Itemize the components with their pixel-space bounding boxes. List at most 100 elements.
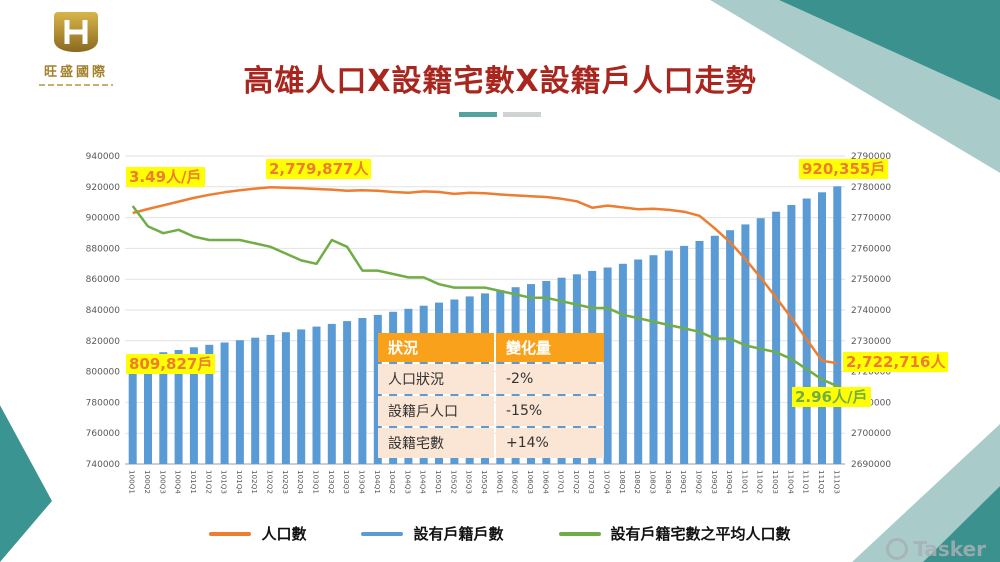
- households-bar: [649, 255, 658, 464]
- divider-segment-gray: [503, 112, 541, 117]
- left-axis-tick: 780000: [86, 398, 121, 408]
- x-axis-label: 107Q2: [572, 470, 581, 494]
- households-bar: [710, 235, 719, 464]
- left-axis-tick: 880000: [86, 244, 121, 254]
- households-bar: [312, 326, 321, 464]
- left-axis-tick: 940000: [86, 152, 121, 162]
- change-table-body: 人口狀況 -2% 設籍戶人口 -15% 設籍宅數 +14%: [378, 364, 604, 458]
- legend-label-households: 設有戶籍戶數: [413, 525, 504, 543]
- households-bar: [281, 332, 290, 464]
- legend-item-population: 人口數: [209, 523, 306, 544]
- x-axis-label: 108Q4: [664, 470, 673, 494]
- right-axis-tick: 2750000: [851, 275, 891, 285]
- households-bar: [772, 211, 781, 464]
- x-axis-label: 107Q1: [557, 470, 566, 494]
- households-bar: [358, 318, 367, 464]
- x-axis-label: 107Q4: [603, 470, 612, 494]
- x-axis-label: 100Q2: [143, 470, 152, 494]
- change-table-cell: +14%: [496, 428, 604, 458]
- page-title: 高雄人口X設籍宅數X設籍戶人口走勢: [243, 64, 757, 100]
- avg-persons-line: [131, 205, 838, 388]
- x-axis-label: 105Q2: [449, 470, 458, 494]
- right-axis-tick: 2740000: [851, 306, 891, 316]
- annotation-avg-end: 2.96人/戶: [792, 387, 871, 407]
- population-line: [132, 185, 838, 365]
- title-divider: [0, 112, 1000, 117]
- change-table-header-status: 狀況: [378, 333, 494, 362]
- households-bar: [695, 241, 704, 464]
- right-axis-tick: 2700000: [851, 429, 891, 439]
- x-axis-label: 102Q1: [250, 470, 259, 494]
- x-axis-label: 108Q1: [618, 470, 627, 494]
- households-bar: [818, 192, 826, 465]
- left-axis-tick: 800000: [86, 368, 121, 378]
- change-table-cell: 設籍宅數: [378, 428, 494, 458]
- x-axis-label: 109Q1: [679, 470, 688, 494]
- left-axis-tick: 860000: [86, 275, 121, 285]
- right-axis-tick: 2760000: [851, 244, 891, 254]
- x-axis-label: 104Q3: [403, 470, 412, 494]
- households-bar: [297, 329, 306, 464]
- x-axis-label: 110Q3: [771, 470, 780, 494]
- x-axis-label: 109Q4: [725, 470, 734, 494]
- x-axis-label: 100Q1: [128, 470, 137, 494]
- annotation-avg-start: 3.49人/戶: [126, 167, 205, 187]
- watermark-text: Tasker: [913, 537, 986, 561]
- x-axis-label: 104Q2: [388, 470, 397, 494]
- annotation-population-peak: 2,779,877人: [266, 159, 372, 179]
- households-bar: [664, 250, 673, 464]
- x-axis-label: 110Q2: [756, 470, 765, 494]
- households-bar: [802, 198, 811, 464]
- change-table-cell: 設籍戶人口: [378, 396, 494, 426]
- households-bar: [726, 230, 735, 464]
- x-axis-label: 110Q4: [786, 470, 795, 494]
- households-bar: [144, 354, 152, 464]
- x-axis-label: 111Q2: [817, 470, 826, 494]
- x-axis-label: 109Q2: [695, 470, 704, 494]
- company-emblem-icon: [54, 12, 98, 52]
- x-axis-label: 110Q1: [740, 470, 749, 494]
- annotation-households-start: 809,827戶: [126, 354, 216, 374]
- change-table-cell: 人口狀況: [378, 364, 494, 394]
- households-bar: [205, 344, 214, 464]
- legend-label-average: 設有戶籍宅數之平均人口數: [610, 525, 791, 543]
- x-axis-label: 100Q4: [174, 470, 183, 494]
- right-axis-tick: 2730000: [851, 337, 891, 347]
- x-axis-label: 103Q2: [327, 470, 336, 494]
- x-axis-label: 101Q4: [235, 470, 244, 494]
- change-table-row: 設籍戶人口 -15%: [378, 396, 604, 426]
- company-tagline-decoration: [39, 84, 113, 86]
- x-axis-label: 104Q1: [373, 470, 382, 494]
- households-bar: [266, 334, 275, 464]
- right-axis-tick: 2720000: [851, 368, 891, 378]
- x-axis-label: 103Q3: [342, 470, 351, 494]
- x-axis-label: 108Q2: [633, 470, 642, 494]
- x-axis-label: 101Q2: [204, 470, 213, 494]
- legend-line-households: [361, 531, 404, 536]
- left-axis-tick: 840000: [86, 306, 121, 316]
- households-bar: [634, 259, 643, 464]
- x-axis-label: 105Q1: [434, 470, 443, 494]
- households-bar: [603, 267, 612, 464]
- company-name: 旺盛國際: [43, 65, 108, 80]
- legend-label-population: 人口數: [261, 525, 307, 543]
- households-bar: [756, 218, 765, 464]
- change-table-cell: -15%: [496, 396, 604, 426]
- company-logo: 旺盛國際: [28, 10, 124, 86]
- legend-line-average: [558, 531, 601, 536]
- x-axis-label: 103Q1: [312, 470, 321, 494]
- divider-segment-teal: [459, 112, 497, 117]
- left-axis-tick: 740000: [86, 460, 121, 470]
- left-axis-tick: 760000: [86, 429, 121, 439]
- x-axis-label: 108Q3: [649, 470, 658, 494]
- x-axis-label: 101Q1: [189, 470, 198, 494]
- left-axis-tick: 900000: [86, 214, 121, 224]
- x-axis-label: 106Q3: [526, 470, 535, 494]
- watermark: Tasker: [886, 537, 986, 561]
- right-axis-tick: 2710000: [851, 398, 891, 408]
- households-bar: [235, 340, 244, 464]
- households-bar: [174, 350, 183, 464]
- households-bar: [833, 186, 842, 465]
- x-axis-label: 111Q3: [832, 470, 841, 494]
- watermark-circle-icon: [886, 538, 909, 560]
